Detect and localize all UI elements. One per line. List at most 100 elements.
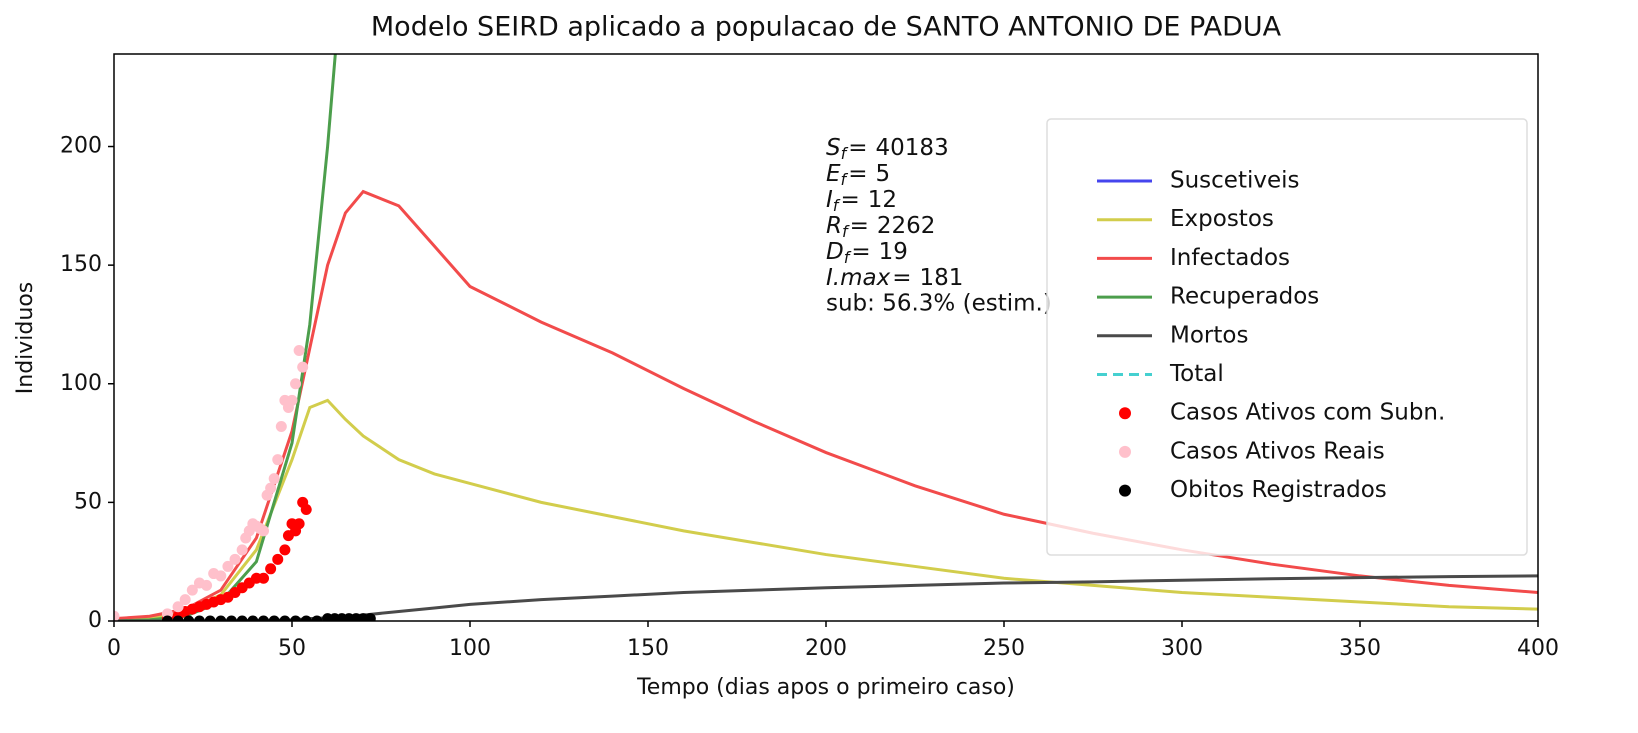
x-tick-label: 350 [1339,636,1381,661]
scatter-point [215,615,227,621]
scatter-point [272,553,284,565]
y-tick-label: 0 [88,608,102,633]
annotation-part: D [826,239,844,265]
scatter-point [215,570,227,582]
legend-label: Total [1169,361,1224,387]
legend-box [1046,118,1528,556]
scatter-point [311,615,323,621]
annotation-part: = [840,187,859,213]
scatter-point [290,615,302,621]
scatter-point [114,610,120,621]
annotation-part: E [826,161,841,187]
scatter-point [279,544,291,556]
scatter-point [258,572,270,584]
annotation-part: S [826,135,841,161]
annotation-part: = [848,135,867,161]
y-tick-label: 50 [74,489,102,514]
annotation-part: 5 [875,161,890,187]
scatter-point [258,615,270,621]
x-tick-label: 200 [805,636,847,661]
scatter-point [236,615,248,621]
scatter-point [265,563,277,575]
x-tick-label: 0 [107,636,121,661]
scatter-point [297,361,309,373]
y-tick-label: 100 [60,371,102,396]
scatter-point [201,579,213,591]
legend-marker [1119,484,1131,497]
scatter-point [268,615,280,621]
annotation-line: I.max= 181 [826,265,963,291]
y-tick-label: 150 [60,252,102,277]
scatter-point [279,615,291,621]
annotation-part: 181 [920,265,964,291]
scatter-point [236,544,248,556]
x-tick-label: 250 [983,636,1025,661]
scatter-point [275,420,287,432]
y-axis-label: Individuos [13,282,38,394]
scatter-point [222,560,234,572]
y-tick-label: 200 [60,134,102,159]
x-tick-label: 400 [1517,636,1559,661]
annotation-line: If= 12 [826,187,897,215]
plot-area [114,54,1538,621]
scatter-point [293,518,305,530]
annotation-part: 19 [879,239,908,265]
scatter-point [172,615,184,621]
chart-title: Modelo SEIRD aplicado a populacao de SAN… [371,12,1282,43]
scatter-point [186,584,198,596]
scatter-point [293,345,305,357]
legend-label: Mortos [1170,322,1248,348]
x-tick-label: 50 [278,636,306,661]
annotation-part: I [826,187,833,213]
scatter-point [272,454,284,466]
scatter-point [286,394,298,406]
scatter-point [229,553,241,565]
scatter-point [247,615,259,621]
annotation-part: = [850,213,869,239]
annotation-part: f [841,170,849,189]
scatter-point [204,615,216,621]
scatter-point [364,613,376,621]
line-series [114,54,337,621]
legend-label: Expostos [1170,206,1274,232]
x-tick-label: 100 [449,636,491,661]
legend-marker [1119,407,1131,420]
annotation-part: f [841,144,849,163]
x-axis-label: Tempo (dias apos o primeiro caso) [636,675,1015,700]
annotation-part: R [826,213,842,239]
annotation-part: = [851,239,870,265]
annotation-line: Rf= 2262 [826,213,935,241]
annotation-part: 40183 [876,135,949,161]
x-tick-label: 300 [1161,636,1203,661]
legend-label: Recuperados [1170,284,1319,310]
annotation-part: f [833,196,841,215]
scatter-point [179,594,191,606]
scatter-point [268,473,280,485]
legend-label: Casos Ativos com Subn. [1170,400,1445,426]
annotation-line: Ef= 5 [826,161,890,189]
annotation-line: Sf= 40183 [826,135,949,163]
scatter-point [161,615,173,621]
annotation-note: sub: 56.3% (estim.) [826,291,1052,317]
scatter-point [193,615,205,621]
scatter-point [172,601,184,613]
scatter-point [258,525,270,537]
scatter-point [225,615,237,621]
legend-marker [1119,445,1131,458]
annotation-line: Df= 19 [826,239,908,267]
legend-label: Obitos Registrados [1170,477,1387,503]
scatter-point [183,615,195,621]
scatter-point [300,503,312,515]
legend-label: Suscetiveis [1170,168,1300,194]
annotation-part: f [844,248,852,267]
annotation-part: = [848,161,867,187]
x-tick-label: 150 [627,636,669,661]
legend-label: Casos Ativos Reais [1170,438,1385,464]
annotation-part: 2262 [877,213,936,239]
annotation-part: = [892,265,911,291]
annotation-part: f [842,222,850,241]
annotation-part: 12 [868,187,897,213]
scatter-point [265,482,277,494]
annotation-part: I.max [826,265,891,291]
